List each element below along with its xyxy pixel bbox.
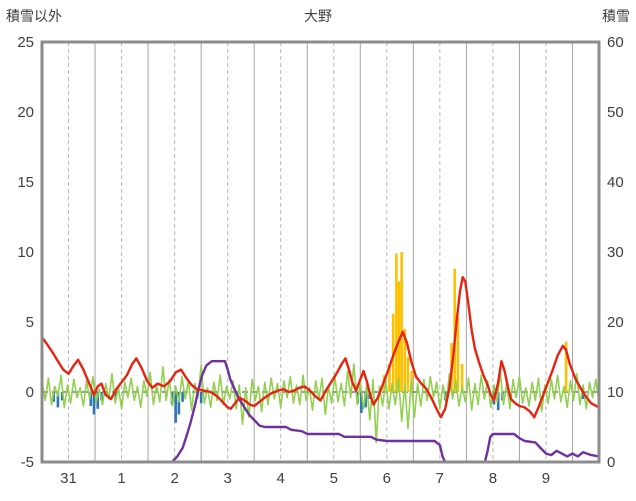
x-axis-tick-label: 31 — [60, 470, 77, 487]
left-axis-tick-label: 20 — [17, 104, 34, 121]
x-axis-tick-label: 5 — [330, 470, 338, 487]
right-axis-tick-label: 60 — [607, 34, 624, 51]
right-axis-tick-label: 0 — [607, 454, 615, 471]
x-axis-tick-label: 8 — [489, 470, 497, 487]
left-axis-title: 積雪以外 — [6, 8, 62, 24]
plot-frame — [40, 40, 601, 464]
right-axis-tick-label: 20 — [607, 314, 624, 331]
x-axis-tick-label: 3 — [223, 470, 231, 487]
series-purple-line — [40, 360, 601, 464]
x-axis-tick-label: 4 — [277, 470, 285, 487]
right-axis-tick-label: 30 — [607, 244, 624, 261]
right-axis-tick-label: 50 — [607, 104, 624, 121]
series-green-line — [41, 363, 600, 444]
series-red-line — [40, 276, 601, 419]
x-axis-tick-label: 1 — [117, 470, 125, 487]
x-axis-tick-label: 9 — [542, 470, 550, 487]
x-axis-tick-label: 7 — [436, 470, 444, 487]
left-axis-tick-label: 25 — [17, 34, 34, 51]
x-axis-tick-label: 2 — [170, 470, 178, 487]
left-axis-tick-label: 0 — [26, 384, 34, 401]
left-axis-tick-label: -5 — [21, 454, 34, 471]
left-axis-tick-label: 10 — [17, 244, 34, 261]
right-axis-title: 積雪 — [602, 8, 630, 24]
x-axis-tick-label: 6 — [383, 470, 391, 487]
left-axis-tick-label: 15 — [17, 174, 34, 191]
chart-title: 大野 — [304, 8, 332, 24]
right-axis-tick-label: 10 — [607, 384, 624, 401]
right-axis-tick-label: 40 — [607, 174, 624, 191]
left-axis-tick-label: 5 — [26, 314, 34, 331]
